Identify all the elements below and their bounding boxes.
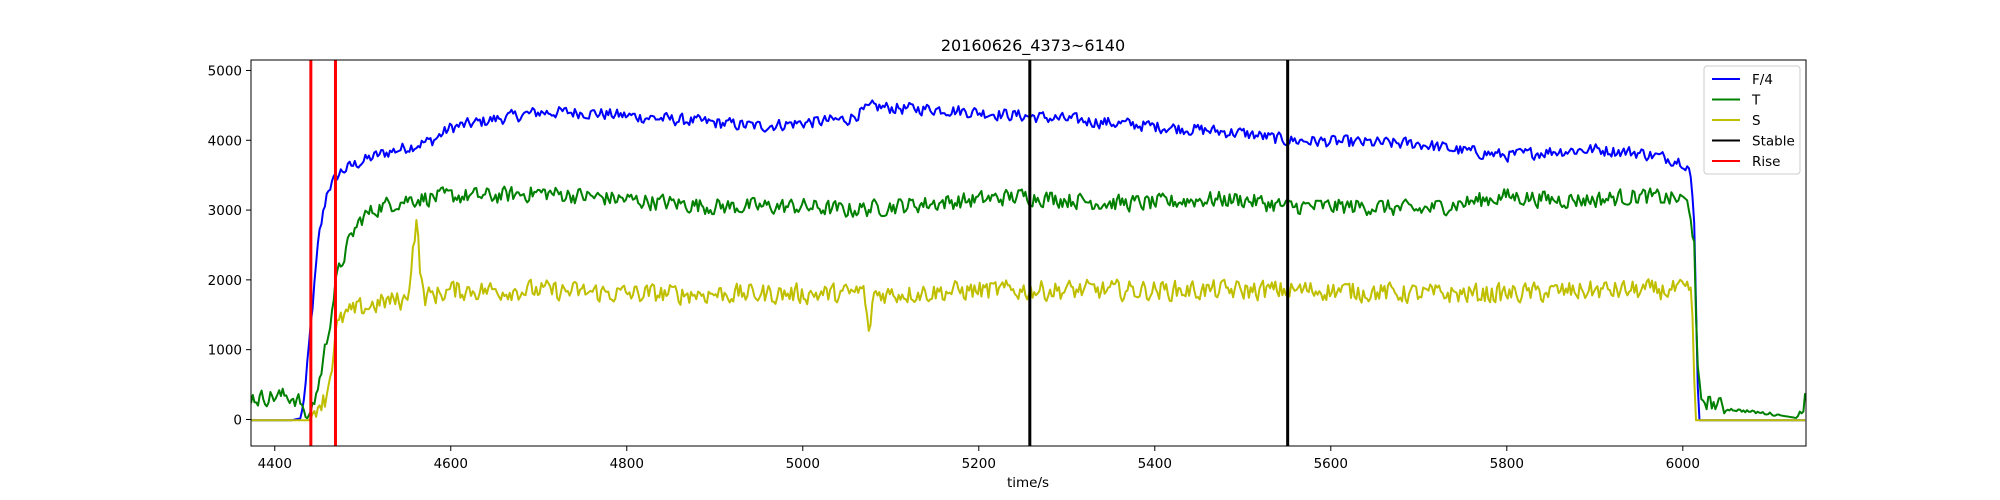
legend-label-s: S [1752,113,1761,129]
legend-label-f-4: F/4 [1752,72,1773,88]
legend: F/4 TS Stable Rise [1703,65,1801,175]
legend-frame [1703,65,1801,175]
legend-label-rise: Rise [1752,154,1780,170]
y-axis: 0 1000 2000 3000 4000 5000 [208,63,251,428]
marker-lines [309,60,1290,446]
x-tick-label: 4800 [610,456,644,472]
series-line-t [251,185,1806,420]
series-line-s [251,219,1806,422]
x-axis-label: time/s [1007,475,1049,491]
series-layer [251,99,1806,422]
y-tick-label: 1000 [208,343,242,359]
y-tick-label: 3000 [208,203,242,219]
x-axis: 4400 4600 4800 5000 5200 5400 5600 5800 6000 [258,446,1700,472]
plot-frame [250,59,1807,447]
series-line-f-4 [251,99,1806,422]
chart-title: 20160626_4373~6140 [941,36,1125,56]
x-tick-label: 5600 [1314,456,1348,472]
y-tick-label: 0 [233,412,242,428]
x-tick-label: 4600 [434,456,468,472]
y-tick-label: 5000 [208,63,242,79]
plot-area [250,59,1807,447]
x-tick-label: 5800 [1490,456,1524,472]
legend-items: F/4 TS Stable Rise [1712,72,1795,170]
y-tick-label: 2000 [208,273,242,289]
x-tick-label: 5200 [962,456,996,472]
legend-label-t: T [1751,93,1761,109]
legend-label-stable: Stable [1752,134,1795,150]
x-tick-label: 5400 [1138,456,1172,472]
x-tick-label: 5000 [786,456,820,472]
x-tick-label: 6000 [1666,456,1700,472]
x-tick-label: 4400 [258,456,292,472]
y-tick-label: 4000 [208,133,242,149]
